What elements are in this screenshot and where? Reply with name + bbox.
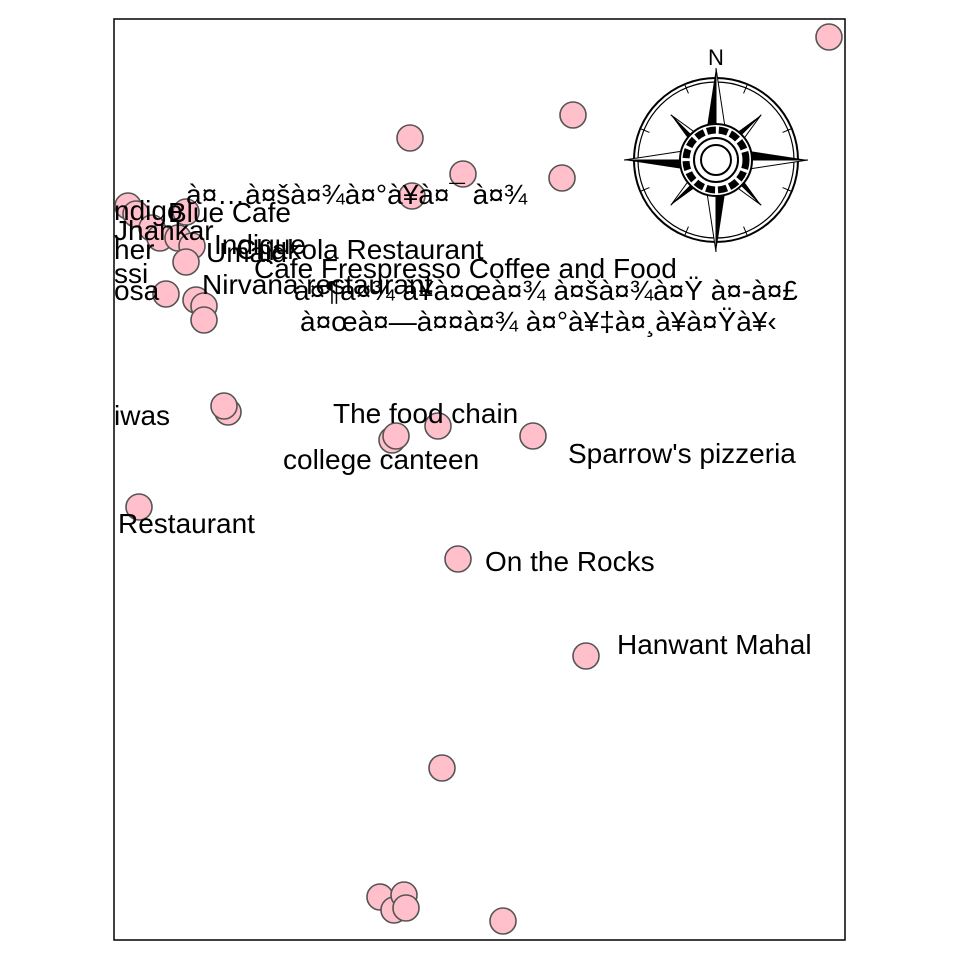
compass-rose-icon (623, 67, 809, 253)
poi-label: Umaid (206, 237, 287, 268)
poi-label: à¤…à¤šà¤¾à¤°à¥à¤¯ à¤¾ (186, 179, 528, 210)
poi-label: college canteen (283, 444, 479, 475)
poi-layer (114, 23, 843, 935)
poi-marker[interactable] (172, 248, 200, 276)
poi-label: Hanwant Mahal (617, 629, 812, 660)
poi-marker[interactable] (548, 164, 576, 192)
poi-label: ssi (114, 258, 148, 289)
poi-label: Jhankar (114, 215, 214, 246)
poi-marker[interactable] (125, 493, 153, 521)
poi-marker[interactable] (519, 422, 547, 450)
compass-north-label: N (708, 45, 724, 70)
poi-label: The food chain (333, 398, 518, 429)
poi-label: On the Rocks (485, 546, 655, 577)
poi-label: à¤¶à¤¾ à¥à¤œà¤¾ à¤šà¤¾à¤Ÿ à¤-à¤£ (294, 275, 798, 306)
poi-label: Sparrow's pizzeria (568, 438, 796, 469)
poi-marker[interactable] (398, 182, 426, 210)
poi-label: ndigo (114, 195, 183, 226)
poi-marker[interactable] (392, 894, 420, 922)
poi-label: Indique (214, 229, 306, 260)
poi-marker[interactable] (572, 642, 600, 670)
poi-marker[interactable] (815, 23, 843, 51)
poi-marker[interactable] (444, 545, 472, 573)
poi-label: Blue Cafe (168, 197, 291, 228)
poi-marker[interactable] (152, 280, 180, 308)
poi-label: Cafe Frespresso Coffee and Food (254, 253, 677, 284)
poi-label: her (114, 234, 154, 265)
poi-label: Nirvana restaurant (202, 269, 433, 300)
label-layer: ndigo à¤…à¤šà¤¾à¤°à¥à¤¯ à¤¾ Blue Cafe Jh… (114, 179, 812, 660)
poi-marker[interactable] (449, 160, 477, 188)
poi-marker[interactable] (210, 392, 238, 420)
poi-label: à¤œà¤—à¤¤à¤¾ à¤°à¥‡à¤¸à¥à¤Ÿà¥‹ (300, 306, 777, 338)
poi-marker[interactable] (172, 198, 200, 226)
poi-label: Restaurant (118, 508, 255, 539)
poi-label: iwas (114, 400, 170, 431)
poi-marker[interactable] (190, 306, 218, 334)
poi-label: osa (114, 275, 160, 306)
poi-marker[interactable] (424, 412, 452, 440)
poi-marker[interactable] (382, 422, 410, 450)
poi-marker[interactable] (559, 101, 587, 129)
poi-marker[interactable] (428, 754, 456, 782)
poi-marker[interactable] (396, 124, 424, 152)
poi-marker[interactable] (489, 907, 517, 935)
poi-label: Chakola Restaurant (236, 234, 484, 265)
